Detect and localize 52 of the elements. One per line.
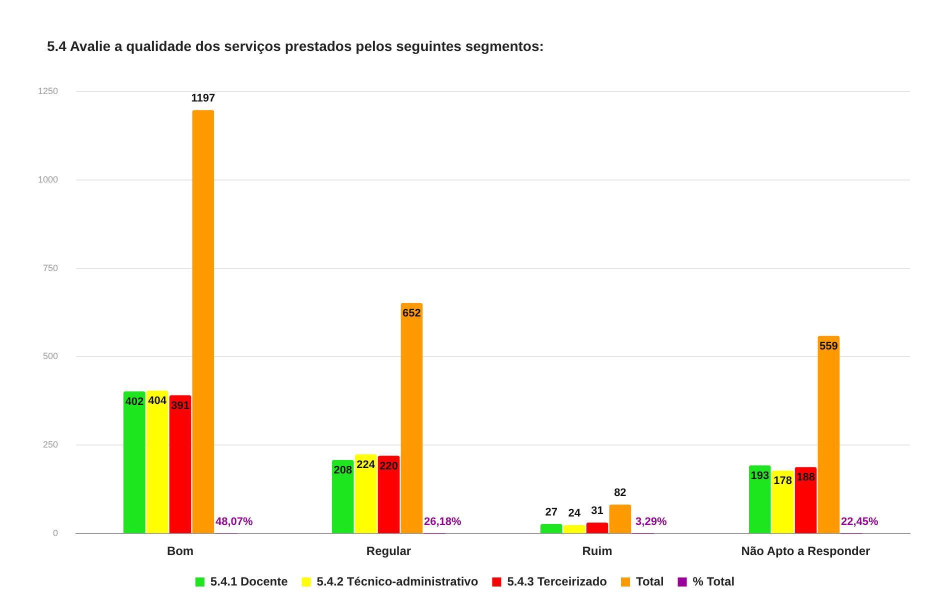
y-tick-label: 500 — [42, 351, 58, 362]
data-label: 82 — [614, 487, 626, 500]
y-tick-label: 0 — [53, 528, 58, 538]
legend-label: 5.4.3 Terceirizado — [507, 574, 608, 588]
data-label: 652 — [402, 307, 421, 320]
data-label: 188 — [796, 472, 815, 484]
data-label: 559 — [820, 340, 838, 352]
bar — [192, 110, 214, 534]
y-tick-label: 250 — [42, 440, 58, 450]
data-label: 178 — [774, 475, 792, 488]
data-label: 402 — [125, 396, 144, 408]
data-label: 391 — [171, 400, 190, 412]
data-label: 1197 — [191, 92, 216, 105]
bar — [586, 522, 608, 534]
x-tick-label: Ruim — [582, 544, 612, 558]
bar — [124, 391, 146, 534]
y-tick-label: 750 — [42, 262, 58, 273]
bar — [818, 336, 840, 534]
bar — [563, 525, 586, 534]
data-label: 220 — [380, 460, 398, 472]
data-label: 26,18% — [424, 516, 462, 528]
bar — [378, 456, 400, 534]
bar — [748, 465, 771, 534]
bar — [146, 390, 168, 534]
legend-label: % Total — [692, 574, 735, 588]
bar — [332, 460, 354, 534]
y-tick-label: 1000 — [38, 174, 58, 184]
legend-label: Total — [636, 574, 664, 588]
bar — [794, 467, 817, 534]
data-label: 208 — [334, 464, 352, 477]
x-tick-label: Não Apto a Responder — [741, 544, 871, 558]
bar — [609, 504, 632, 534]
bar — [354, 454, 377, 534]
y-tick-label: 1250 — [38, 86, 58, 96]
data-label: 48,07% — [215, 516, 254, 528]
data-label: 193 — [750, 470, 770, 482]
x-tick-label: Regular — [366, 544, 412, 558]
data-label: 22,45% — [840, 516, 878, 528]
data-label: 31 — [591, 505, 604, 518]
data-label: 27 — [545, 506, 558, 519]
bar — [772, 470, 794, 534]
legend-label: 5.4.1 Docente — [210, 574, 288, 588]
legend-label: 5.4.2 Técnico-administrativo — [316, 574, 478, 588]
data-label: 24 — [568, 508, 582, 520]
data-label: 404 — [148, 395, 168, 408]
bar — [400, 302, 423, 534]
bar — [169, 395, 192, 534]
chart-title: 5.4 Avalie a qualidade dos serviços prestados pelos seguintes segmentos: — [47, 38, 544, 54]
data-label: 224 — [356, 458, 376, 471]
bar — [540, 524, 562, 534]
data-label: 3,29% — [636, 516, 667, 528]
x-tick-label: Bom — [166, 544, 194, 558]
